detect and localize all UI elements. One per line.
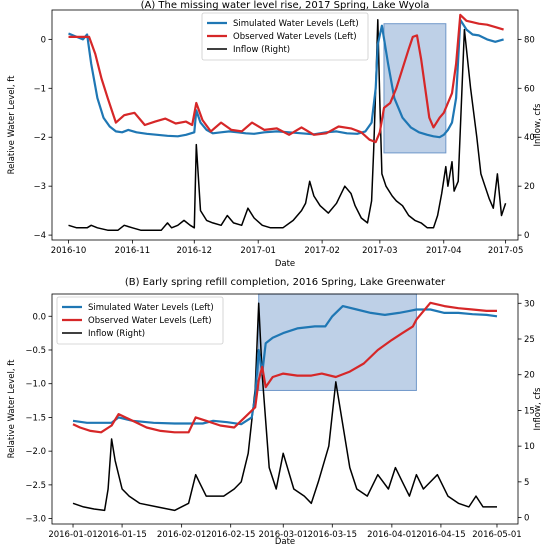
x-axis-label: Date	[275, 259, 295, 269]
y-right-tick-label: 80	[524, 35, 535, 45]
x-tick-label: 2017-02	[304, 246, 340, 256]
x-tick-label: 2016-12	[177, 246, 213, 256]
y-right-tick-label: 0	[524, 514, 529, 524]
y-right-tick-label: 20	[524, 371, 535, 381]
x-tick-label: 2017-05	[488, 246, 524, 256]
y-left-tick-label: −2	[33, 133, 46, 143]
y-left-axis-label: Relative Water Level, ft	[7, 75, 17, 174]
y-left-tick-label: 0	[41, 35, 46, 45]
y-left-tick-label: −3	[33, 182, 46, 192]
y-left-tick-label: 0.0	[32, 312, 46, 322]
x-tick-label: 2016-05-01	[472, 530, 521, 540]
y-left-tick-label: −4	[33, 231, 46, 241]
x-tick-label: 2016-10	[51, 246, 87, 256]
chart-title: (B) Early spring refill completion, 2016…	[125, 277, 446, 288]
x-tick-label: 2017-04	[426, 246, 462, 256]
legend-label: Simulated Water Levels (Left)	[233, 19, 359, 29]
y-right-tick-label: 60	[524, 84, 535, 94]
chart-title: (A) The missing water level rise, 2017 S…	[141, 0, 430, 11]
y-left-tick-label: −3.0	[25, 515, 46, 525]
y-left-tick-label: −1	[33, 84, 46, 94]
x-axis-label: Date	[275, 537, 295, 546]
y-left-tick-label: −2.5	[25, 481, 46, 491]
x-tick-label: 2016-04-15	[416, 530, 465, 540]
x-tick-label: 2016-03-15	[308, 530, 357, 540]
legend-label: Observed Water Levels (Left)	[233, 32, 357, 42]
legend-label: Inflow (Right)	[233, 45, 290, 55]
chart-panel-a: (A) The missing water level rise, 2017 S…	[7, 0, 543, 269]
legend-label: Inflow (Right)	[88, 329, 145, 339]
chart-panel-b: (B) Early spring refill completion, 2016…	[7, 277, 543, 546]
x-tick-label: 2016-11	[115, 246, 151, 256]
y-left-tick-label: −1.5	[25, 413, 46, 423]
y-left-tick-label: −0.5	[25, 346, 46, 356]
y-right-tick-label: 25	[524, 335, 535, 345]
x-tick-label: 2016-02-15	[206, 530, 255, 540]
y-left-axis-label: Relative Water Level, ft	[7, 359, 17, 458]
x-tick-label: 2016-01-15	[97, 530, 146, 540]
x-tick-label: 2016-04-01	[367, 530, 416, 540]
x-tick-label: 2016-01-01	[48, 530, 97, 540]
legend-label: Observed Water Levels (Left)	[88, 316, 212, 326]
y-left-tick-label: −1.0	[25, 380, 46, 390]
y-right-tick-label: 30	[524, 299, 535, 309]
legend-label: Simulated Water Levels (Left)	[88, 303, 214, 313]
x-tick-label: 2016-02-01	[157, 530, 206, 540]
x-tick-label: 2017-01	[240, 246, 276, 256]
x-tick-label: 2017-03	[362, 246, 398, 256]
y-right-axis-label: Inflow, cfs	[533, 103, 543, 146]
y-right-tick-label: 5	[524, 478, 529, 488]
y-right-tick-label: 20	[524, 182, 535, 192]
y-right-tick-label: 0	[524, 231, 529, 241]
y-left-tick-label: −2.0	[25, 447, 46, 457]
y-right-axis-label: Inflow, cfs	[533, 387, 543, 430]
y-right-tick-label: 10	[524, 442, 535, 452]
